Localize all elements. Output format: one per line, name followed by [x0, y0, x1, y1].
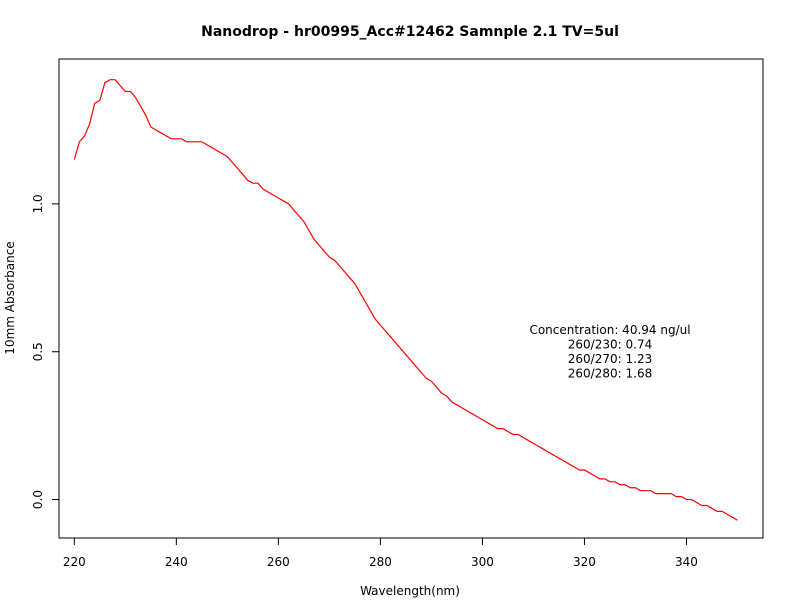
x-tick-label: 320 — [573, 555, 596, 569]
y-tick-label: 1.0 — [31, 194, 45, 213]
absorbance-line — [73, 79, 738, 521]
x-axis: 220 240 260 280 300 320 340 — [63, 537, 698, 569]
x-tick-label: 260 — [267, 555, 290, 569]
y-axis-label: 10mm Absorbance — [3, 241, 17, 354]
x-tick-label: 280 — [369, 555, 392, 569]
annotation-line: 260/230: 0.74 — [568, 337, 652, 351]
x-axis-label: Wavelength(nm) — [360, 584, 460, 598]
chart-title: Nanodrop - hr00995_Acc#12462 Samnple 2.1… — [201, 24, 619, 40]
y-tick-label: 0.5 — [31, 342, 45, 361]
x-tick-label: 220 — [63, 555, 86, 569]
annotation-line: 260/270: 1.23 — [568, 352, 652, 366]
x-tick-label: 240 — [165, 555, 188, 569]
x-tick-label: 300 — [471, 555, 494, 569]
annotation-line: Concentration: 40.94 ng/ul — [529, 323, 690, 337]
y-axis: 0.0 0.5 1.0 — [31, 194, 60, 509]
x-tick-label: 340 — [675, 555, 698, 569]
y-tick-label: 0.0 — [31, 490, 45, 509]
annotation-line: 260/280: 1.68 — [568, 366, 652, 380]
